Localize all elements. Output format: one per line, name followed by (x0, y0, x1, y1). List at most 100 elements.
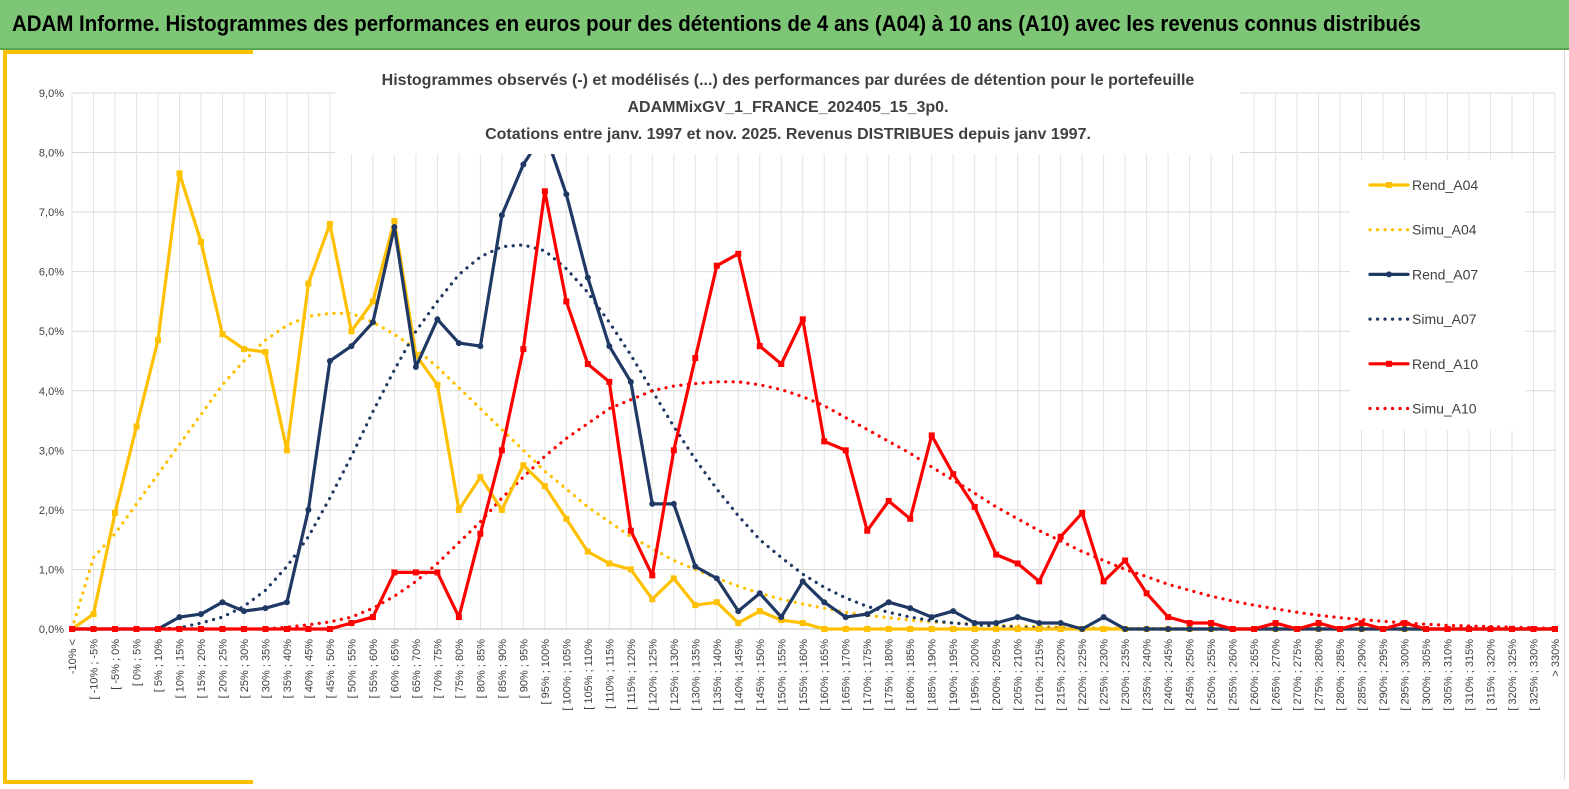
point-Rend_A04 (369, 298, 376, 305)
point-Rend_A10 (1251, 626, 1258, 632)
legend: Rend_A04 Simu_A04 Rend_A07 Simu_A07 Rend_A10… (1350, 160, 1525, 430)
point-Rend_A07 (1014, 614, 1021, 621)
x-tick-label: [ -10% ; -5% (88, 639, 100, 700)
x-tick-label: [ 170% ; 175% (862, 639, 874, 711)
point-Rend_A07 (799, 578, 806, 585)
x-tick-label: [ 195% ; 200% (970, 639, 982, 711)
chart-title-line-3: Cotations entre janv. 1997 et nov. 2025.… (485, 126, 1091, 143)
point-Rend_A10 (262, 626, 269, 632)
chart-title-line-1: Histogrammes observés (-) et modélisés (… (382, 72, 1195, 89)
series-line-Simu_A07 (70, 243, 1557, 631)
point-Rend_A10 (993, 551, 1000, 558)
x-tick-label: [ 180% ; 185% (905, 639, 917, 711)
point-Rend_A10 (369, 614, 376, 621)
point-Rend_A04 (133, 423, 140, 430)
point-Rend_A10 (348, 620, 355, 627)
point-Rend_A10 (670, 447, 677, 454)
x-tick-label: [ 155% ; 160% (798, 639, 810, 711)
point-Rend_A10 (1401, 620, 1408, 627)
point-Rend_A07 (1208, 626, 1215, 632)
point-Rend_A10 (649, 572, 656, 579)
point-Rend_A04 (864, 626, 871, 632)
point-Rend_A10 (326, 626, 333, 632)
x-tick-label: [ 220% ; 225% (1077, 639, 1089, 711)
point-Rend_A10 (1122, 557, 1129, 564)
point-Rend_A04 (305, 280, 312, 287)
point-Rend_A07 (885, 599, 892, 606)
x-tick-label: [ 30% ; 35% (260, 639, 272, 699)
point-Rend_A10 (1444, 626, 1451, 632)
point-Rend_A07 (735, 608, 742, 615)
x-tick-label: [ 20% ; 25% (217, 639, 229, 699)
x-tick-label: [ 100% ; 105% (561, 639, 573, 711)
x-tick-label: [ 50% ; 55% (346, 639, 358, 699)
x-tick-label: [ 135% ; 140% (712, 639, 724, 711)
point-Rend_A10 (391, 569, 398, 576)
x-tick-label: [ 125% ; 130% (669, 639, 681, 711)
point-Rend_A10 (1509, 626, 1516, 632)
x-tick-label: [ 275% ; 280% (1314, 639, 1326, 711)
point-Rend_A07 (1122, 626, 1129, 632)
point-Rend_A04 (735, 620, 742, 627)
x-tick-label: [ 110% ; 115% (604, 639, 616, 709)
legend-background (1350, 160, 1525, 430)
series-Simu_A07 (70, 243, 1557, 631)
point-Rend_A04 (799, 620, 806, 627)
legend-label-Simu_A07: Simu_A07 (1412, 311, 1477, 327)
point-Rend_A10 (1380, 626, 1387, 632)
title-background (335, 66, 1240, 154)
point-Rend_A04 (950, 626, 957, 632)
x-tick-label: [ 65% ; 70% (411, 639, 423, 699)
point-Rend_A10 (864, 527, 871, 534)
point-Rend_A07 (907, 605, 914, 612)
point-Rend_A10 (756, 343, 763, 350)
x-tick-label: [ 185% ; 190% (927, 639, 939, 711)
point-Rend_A10 (563, 298, 570, 305)
legend-label-Simu_A04: Simu_A04 (1412, 222, 1477, 238)
point-Rend_A10 (111, 626, 118, 632)
point-Rend_A10 (197, 626, 204, 632)
accent-bar-top (3, 50, 253, 54)
x-tick-label: [ 300% ; 305% (1421, 639, 1433, 711)
point-Rend_A10 (283, 626, 290, 632)
point-Rend_A07 (584, 274, 591, 281)
point-Rend_A07 (1401, 626, 1408, 632)
series-layer (69, 128, 1558, 632)
point-Rend_A07 (369, 319, 376, 326)
x-tick-label: [ 85% ; 90% (497, 639, 509, 699)
point-Rend_A07 (563, 191, 570, 198)
y-tick-label: 2,0% (39, 505, 64, 517)
x-tick-label: [ 115% ; 120% (626, 639, 638, 710)
chart-title: Histogrammes observés (-) et modélisés (… (335, 66, 1240, 154)
point-Rend_A04 (541, 483, 548, 490)
x-tick-label: [ 40% ; 45% (303, 639, 315, 699)
point-Rend_A10 (412, 569, 419, 576)
x-tick-label: [ 15% ; 20% (196, 639, 208, 699)
x-tick-label: > 330% (1550, 639, 1562, 677)
point-Rend_A04 (348, 328, 355, 335)
chart-title-line-2: ADAMMixGV_1_FRANCE_202405_15_3p0. (627, 99, 948, 116)
point-Rend_A10 (90, 626, 97, 632)
legend-label-Rend_A04: Rend_A04 (1412, 177, 1478, 193)
point-Rend_A10 (498, 447, 505, 454)
x-tick-label: [ 225% ; 230% (1099, 639, 1111, 711)
point-Rend_A10 (928, 432, 935, 439)
x-tick-label: [ 45% ; 50% (325, 639, 337, 699)
point-Rend_A07 (520, 161, 527, 168)
y-tick-label: 9,0% (39, 88, 64, 100)
point-Rend_A10 (1552, 626, 1558, 632)
x-tick-label: [ 160% ; 165% (819, 639, 831, 711)
point-Rend_A07 (842, 614, 849, 621)
point-Rend_A04 (262, 349, 269, 356)
x-tick-label: [ 95% ; 100% (540, 639, 552, 705)
point-Rend_A04 (649, 596, 656, 603)
point-Rend_A07 (1165, 626, 1172, 632)
point-Rend_A07 (1057, 620, 1064, 627)
point-Rend_A07 (498, 212, 505, 219)
point-Rend_A04 (1036, 626, 1043, 632)
point-Rend_A10 (1337, 626, 1344, 632)
x-tick-label: -10% < (67, 639, 79, 674)
point-Rend_A10 (1229, 626, 1236, 632)
point-Rend_A07 (864, 611, 871, 618)
x-tick-label: [ 60% ; 65% (389, 639, 401, 699)
